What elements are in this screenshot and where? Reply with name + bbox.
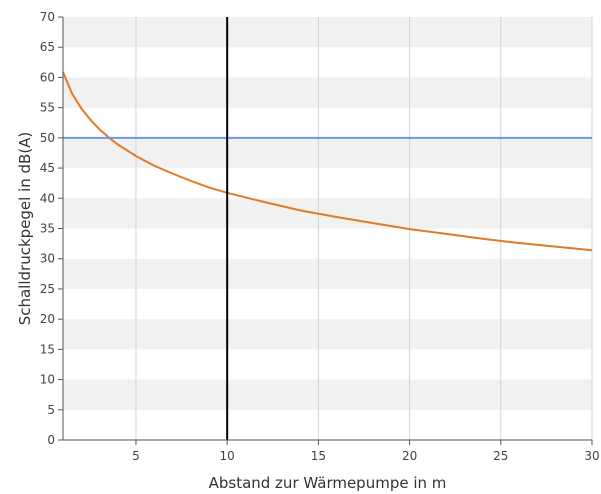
y-tick-label: 45 — [40, 161, 55, 175]
y-axis-title: Schalldruckpegel in dB(A) — [16, 132, 34, 326]
y-tick-label: 70 — [40, 10, 55, 24]
x-axis-title: Abstand zur Wärmepumpe in m — [209, 474, 447, 492]
y-tick-label: 0 — [47, 433, 55, 447]
x-tick-label: 15 — [311, 449, 326, 463]
y-tick-label: 55 — [40, 101, 55, 115]
grid-band — [63, 77, 592, 108]
x-tick-label: 25 — [493, 449, 508, 463]
grid-band — [63, 198, 592, 229]
series-layer — [62, 71, 593, 252]
grid-band — [63, 137, 592, 169]
series-line — [62, 71, 593, 252]
y-tick-label: 40 — [40, 191, 55, 205]
y-tick-label: 60 — [40, 70, 55, 84]
x-tick-label: 5 — [132, 449, 140, 463]
x-tick-label: 20 — [402, 449, 417, 463]
x-tick-labels: 5 10 15 20 25 30 — [132, 449, 599, 463]
grid-band — [63, 17, 592, 48]
x-tick-label: 30 — [584, 449, 599, 463]
y-tick-label: 20 — [40, 312, 55, 326]
y-tick-label: 15 — [40, 342, 55, 356]
y-tick-label: 5 — [47, 403, 55, 417]
y-tick-label: 10 — [40, 373, 55, 387]
background-bands — [63, 17, 592, 410]
grid-band — [63, 258, 592, 289]
reference-lines — [63, 17, 592, 440]
y-tick-label: 35 — [40, 222, 55, 236]
y-tick-label: 65 — [40, 40, 55, 54]
x-tick-label: 10 — [220, 449, 235, 463]
y-tick-label: 25 — [40, 282, 55, 296]
grid-band — [63, 319, 592, 350]
y-tick-labels: 0 5 10 15 20 25 30 35 40 45 50 55 60 65 70 — [40, 10, 55, 447]
grid-band — [63, 379, 592, 410]
y-tick-label: 50 — [40, 131, 55, 145]
axes — [58, 16, 593, 445]
y-tick-label: 30 — [40, 252, 55, 266]
